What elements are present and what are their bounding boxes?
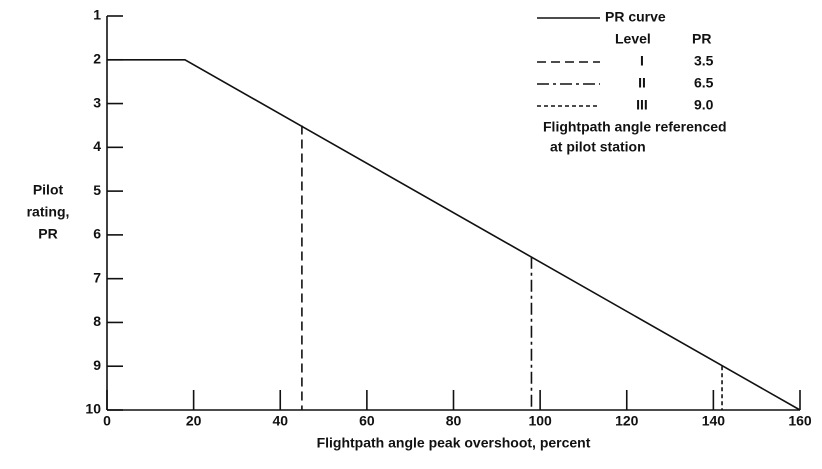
legend-value: 9.0 — [694, 97, 714, 113]
y-tick-label: 7 — [93, 269, 101, 285]
legend-value: 6.5 — [694, 75, 714, 91]
pr-curve — [107, 58, 801, 411]
legend-header: Level — [615, 31, 651, 47]
x-tick-label: 120 — [615, 413, 639, 429]
y-tick-label: 6 — [93, 226, 101, 242]
y-axis-label: rating, — [27, 204, 70, 220]
legend-header: PR — [692, 31, 711, 47]
y-tick-label: 5 — [93, 182, 101, 198]
x-tick-label: 60 — [359, 413, 375, 429]
annotation: Flightpath angle referenced — [543, 119, 727, 135]
y-tick-label: 10 — [85, 401, 101, 417]
x-tick-label: 40 — [272, 413, 288, 429]
y-tick-label: 1 — [93, 7, 101, 23]
x-tick-label: 100 — [528, 413, 552, 429]
x-tick-label: 20 — [186, 413, 202, 429]
x-axis-label: Flightpath angle peak overshoot, percent — [317, 435, 591, 451]
y-axis-label: Pilot — [33, 182, 64, 198]
y-tick-label: 4 — [93, 138, 101, 154]
y-tick-label: 8 — [93, 313, 101, 329]
y-tick-label: 3 — [93, 94, 101, 110]
legend-label: II — [638, 75, 646, 91]
x-tick-label: 80 — [446, 413, 462, 429]
y-axis-label: PR — [38, 226, 57, 242]
y-tick-label: 2 — [93, 50, 101, 66]
legend-label: I — [640, 53, 644, 69]
annotation: at pilot station — [550, 139, 646, 155]
legend-label: PR curve — [605, 9, 666, 25]
x-tick-label: 0 — [103, 413, 111, 429]
legend-label: III — [636, 97, 648, 113]
legend-value: 3.5 — [694, 53, 714, 69]
x-tick-label: 140 — [702, 413, 726, 429]
x-tick-label: 160 — [788, 413, 812, 429]
y-tick-label: 9 — [93, 357, 101, 373]
